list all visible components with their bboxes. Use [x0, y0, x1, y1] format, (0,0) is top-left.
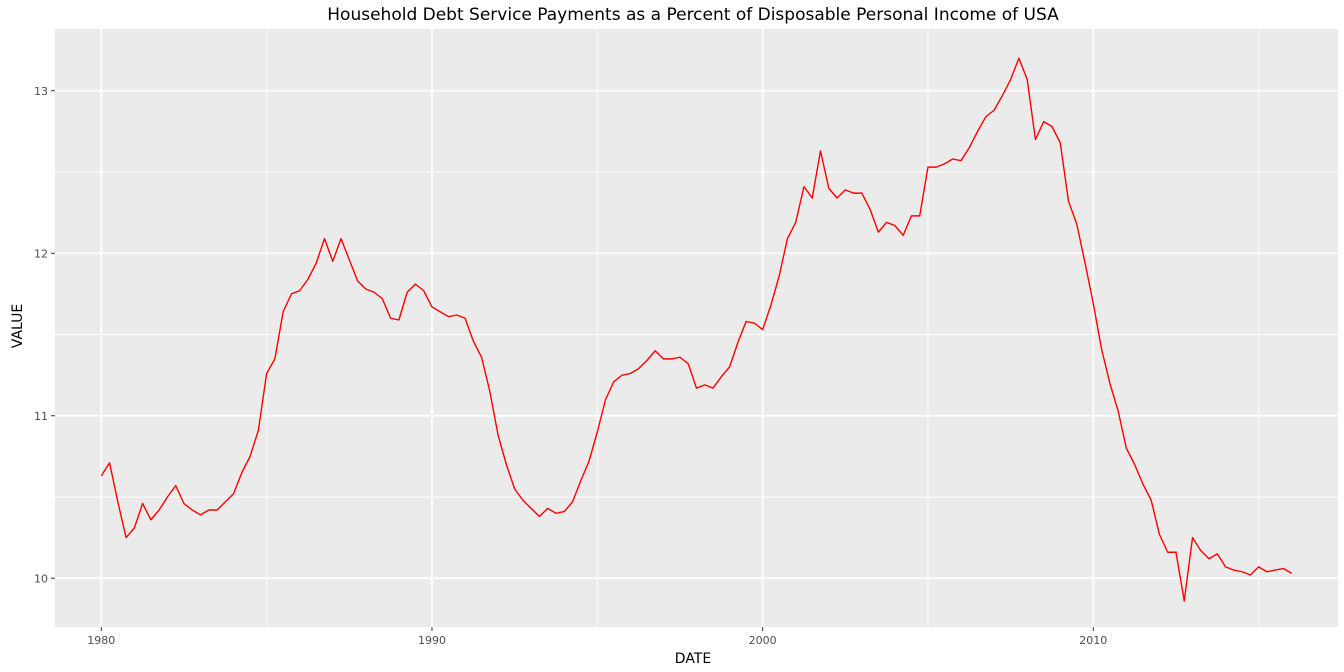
- y-axis-title: VALUE: [10, 304, 26, 348]
- chart-title: Household Debt Service Payments as a Per…: [327, 5, 1059, 25]
- y-tick-label: 11: [34, 410, 48, 423]
- x-axis-title: DATE: [675, 651, 711, 667]
- y-axis: 10 11 12 13: [34, 85, 55, 585]
- x-tick-label: 1990: [418, 634, 446, 647]
- x-tick-label: 2010: [1079, 634, 1107, 647]
- y-tick-label: 10: [34, 572, 48, 585]
- y-tick-label: 12: [34, 247, 48, 260]
- minor-gridlines: [55, 29, 1338, 627]
- x-axis: 1980 1990 2000 2010: [87, 627, 1107, 647]
- series-line: [100, 57, 1293, 602]
- x-tick-label: 2000: [749, 634, 777, 647]
- major-gridlines: [55, 29, 1338, 627]
- y-tick-label: 13: [34, 85, 48, 98]
- series-layer: [100, 57, 1293, 602]
- x-tick-label: 1980: [87, 634, 115, 647]
- plot-panel: [55, 29, 1338, 627]
